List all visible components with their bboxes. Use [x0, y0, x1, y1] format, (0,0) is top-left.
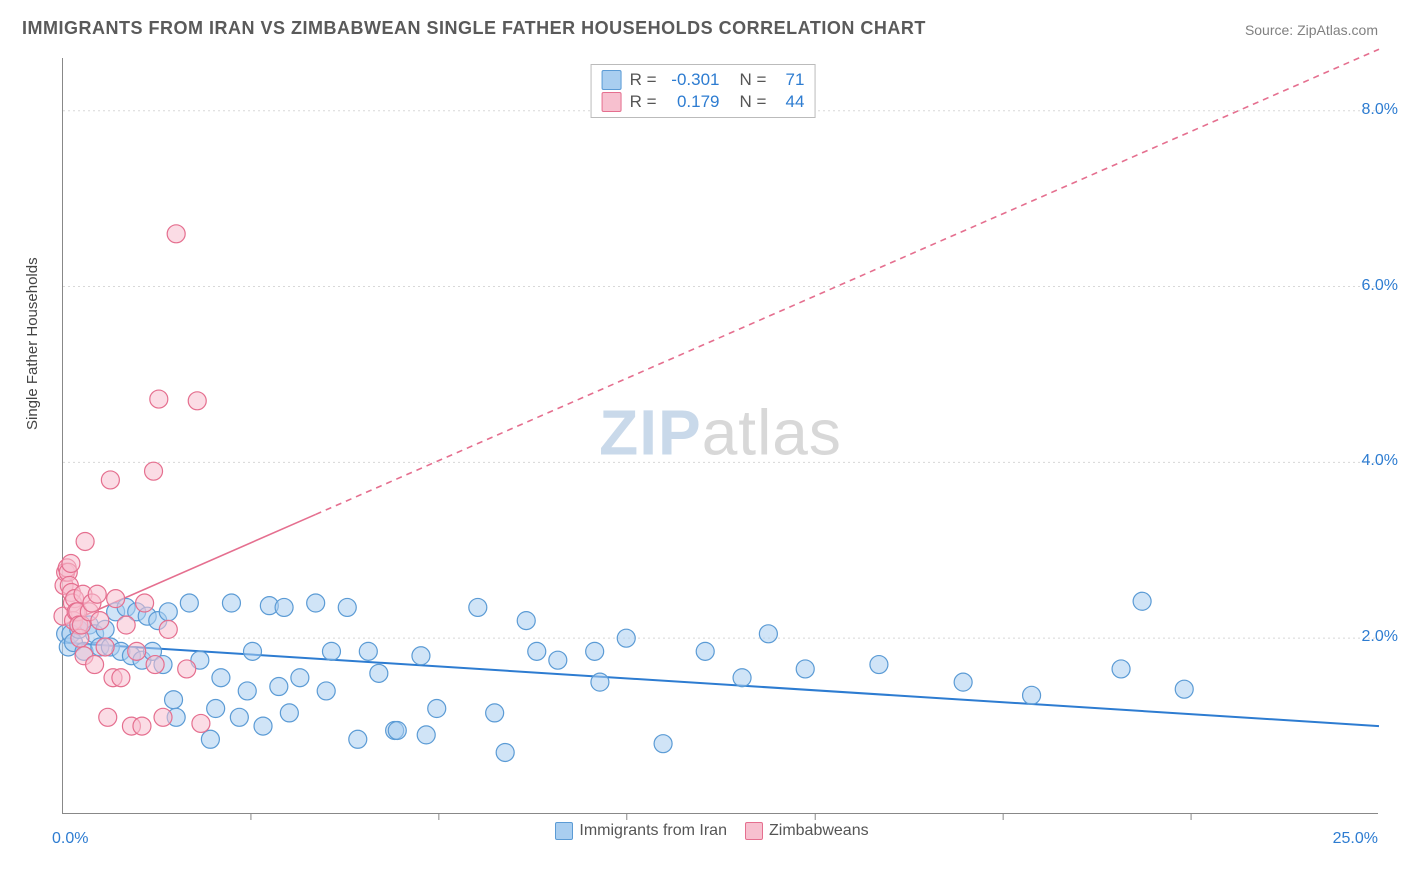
legend-r-value: 0.179 — [665, 92, 720, 112]
legend-correlation-row: R = 0.179 N = 44 — [602, 91, 805, 113]
legend-n-value: 44 — [774, 92, 804, 112]
legend-swatch — [602, 92, 622, 112]
plot-area: ZIPatlas — [62, 58, 1378, 814]
legend-correlation-row: R = -0.301 N = 71 — [602, 69, 805, 91]
correlation-legend: R = -0.301 N = 71 R = 0.179 N = 44 — [591, 64, 816, 118]
legend-series-label: Immigrants from Iran — [579, 822, 727, 839]
legend-n-label: N = — [740, 92, 767, 112]
series-legend: Immigrants from Iran Zimbabweans — [0, 822, 1406, 840]
legend-swatch — [555, 822, 573, 840]
y-tick-label: 8.0% — [1362, 101, 1398, 119]
legend-n-label: N = — [740, 70, 767, 90]
chart-title: IMMIGRANTS FROM IRAN VS ZIMBABWEAN SINGL… — [22, 18, 926, 39]
plot-svg — [63, 58, 1378, 813]
correlation-chart: IMMIGRANTS FROM IRAN VS ZIMBABWEAN SINGL… — [0, 0, 1406, 892]
source-attribution: Source: ZipAtlas.com — [1245, 22, 1378, 38]
y-tick-label: 6.0% — [1362, 277, 1398, 295]
legend-r-value: -0.301 — [665, 70, 720, 90]
y-tick-label: 2.0% — [1362, 628, 1398, 646]
legend-r-label: R = — [630, 70, 657, 90]
y-tick-label: 4.0% — [1362, 452, 1398, 470]
legend-series-label: Zimbabweans — [769, 822, 869, 839]
legend-r-label: R = — [630, 92, 657, 112]
legend-swatch — [602, 70, 622, 90]
legend-n-value: 71 — [774, 70, 804, 90]
y-axis-label: Single Father Households — [24, 257, 41, 430]
legend-swatch — [745, 822, 763, 840]
